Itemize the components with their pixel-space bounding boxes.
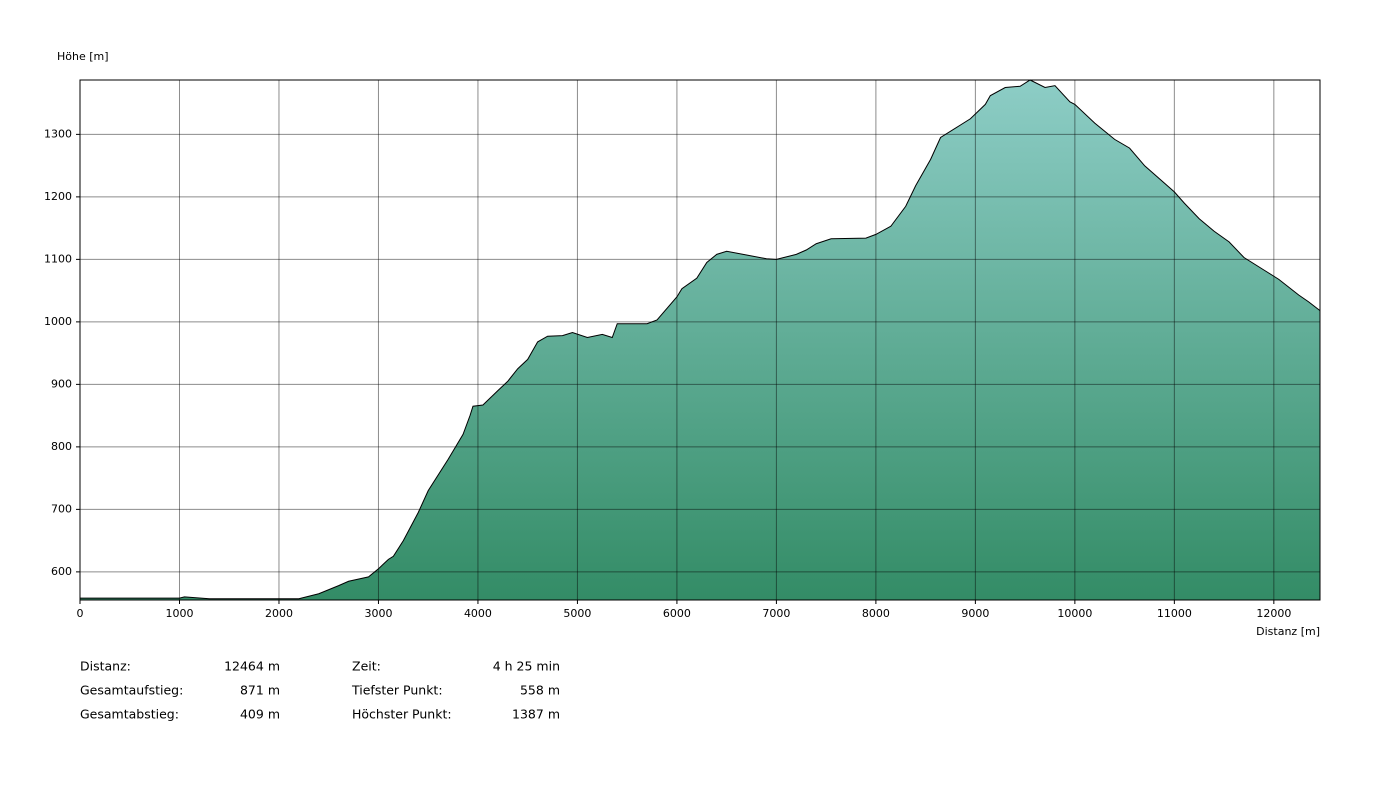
stat-value: 871 m	[240, 683, 280, 698]
x-tick-label: 8000	[862, 607, 890, 620]
stat-value: 12464 m	[224, 659, 280, 674]
x-tick-label: 3000	[364, 607, 392, 620]
area-fill	[80, 80, 1320, 600]
stat-value: 4 h 25 min	[493, 659, 560, 674]
y-tick-label: 1100	[44, 252, 72, 265]
x-tick-label: 0	[77, 607, 84, 620]
y-tick-label: 1200	[44, 190, 72, 203]
x-tick-label: 5000	[563, 607, 591, 620]
x-axis-label: Distanz [m]	[1256, 625, 1320, 638]
y-tick-label: 1300	[44, 127, 72, 140]
x-tick-label: 4000	[464, 607, 492, 620]
stat-label: Höchster Punkt:	[352, 707, 452, 722]
x-tick-label: 7000	[762, 607, 790, 620]
stat-value: 1387 m	[512, 707, 560, 722]
y-tick-label: 600	[51, 565, 72, 578]
x-tick-label: 11000	[1157, 607, 1192, 620]
stat-value: 558 m	[520, 683, 560, 698]
x-tick-label: 10000	[1057, 607, 1092, 620]
profile-line	[80, 79, 1321, 600]
y-tick-label: 800	[51, 440, 72, 453]
stat-label: Gesamtaufstieg:	[80, 683, 183, 698]
x-tick-label: 1000	[165, 607, 193, 620]
stat-value: 409 m	[240, 707, 280, 722]
plot-frame	[79, 79, 1321, 601]
stat-label: Tiefster Punkt:	[351, 683, 443, 698]
x-tick-label: 12000	[1256, 607, 1291, 620]
y-tick-label: 1000	[44, 315, 72, 328]
y-tick-label: 900	[51, 377, 72, 390]
x-tick-label: 2000	[265, 607, 293, 620]
stat-label: Gesamtabstieg:	[80, 707, 179, 722]
stat-label: Distanz:	[80, 659, 131, 674]
y-tick-label: 700	[51, 502, 72, 515]
y-axis-label: Höhe [m]	[57, 50, 109, 63]
x-tick-label: 9000	[961, 607, 989, 620]
stat-label: Zeit:	[352, 659, 381, 674]
x-tick-label: 6000	[663, 607, 691, 620]
